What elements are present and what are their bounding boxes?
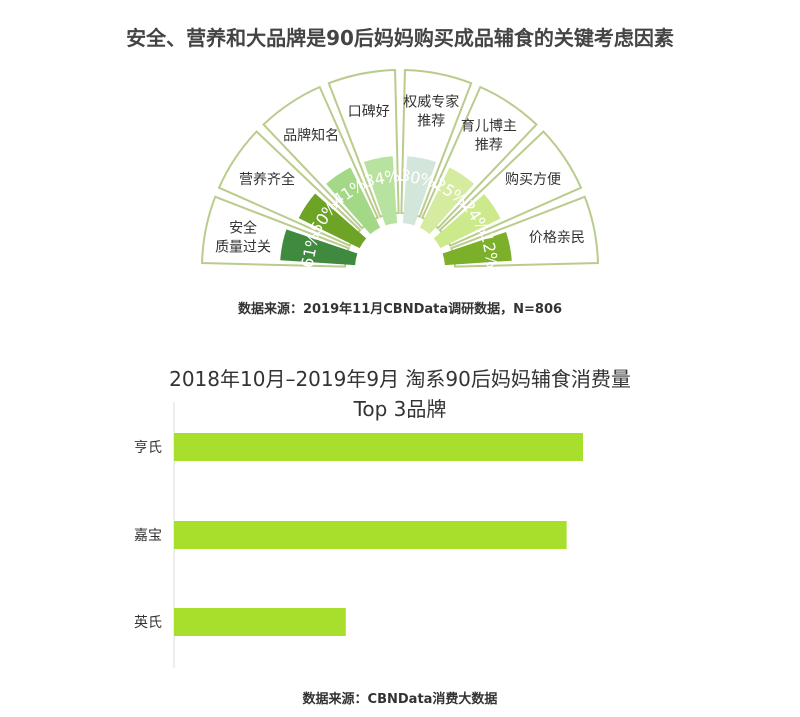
bar (174, 433, 583, 461)
value-wedge (363, 156, 398, 226)
category-label: 口碑好 (348, 104, 390, 120)
bar (174, 608, 346, 636)
category-label: 品牌知名 (283, 127, 339, 144)
category-label: 权威专家 (403, 94, 459, 111)
bar-source-note: 数据来源：CBNData消费大数据 (302, 692, 498, 707)
value-wedge (433, 194, 501, 249)
bar-title-line-2: Top 3品牌 (353, 397, 447, 421)
bar (174, 521, 567, 549)
category-label: 价格亲民 (529, 230, 585, 246)
category-label: 育儿博主 (461, 117, 517, 134)
value-wedge (326, 167, 381, 235)
bar-title-line-1: 2018年10月–2019年9月 淘系90后妈妈辅食消费量 (169, 367, 631, 391)
category-label: 推荐 (417, 114, 445, 130)
value-wedge (442, 231, 512, 266)
value-wedge (419, 167, 474, 235)
category-label: 购买方便 (505, 172, 561, 188)
value-wedge (402, 156, 437, 226)
category-label: 安全 (229, 219, 257, 236)
category-label: 推荐 (475, 137, 503, 153)
category-label: 营养齐全 (239, 171, 295, 188)
source-note: 数据来源：2019年11月CBNData调研数据，N=806 (237, 302, 563, 317)
chart-title: 安全、营养和大品牌是90后妈妈购买成品辅食的关键考虑因素 (126, 26, 674, 50)
category-tick-label: 嘉宝 (134, 528, 162, 544)
category-tick-label: 英氏 (134, 614, 162, 631)
bar-chart-title: 2018年10月–2019年9月 淘系90后妈妈辅食消费量 Top 3品牌 (0, 364, 800, 424)
category-label: 质量过关 (215, 239, 271, 255)
value-wedge (280, 229, 358, 266)
value-wedge (298, 193, 367, 249)
category-tick-label: 亨氏 (134, 439, 162, 456)
